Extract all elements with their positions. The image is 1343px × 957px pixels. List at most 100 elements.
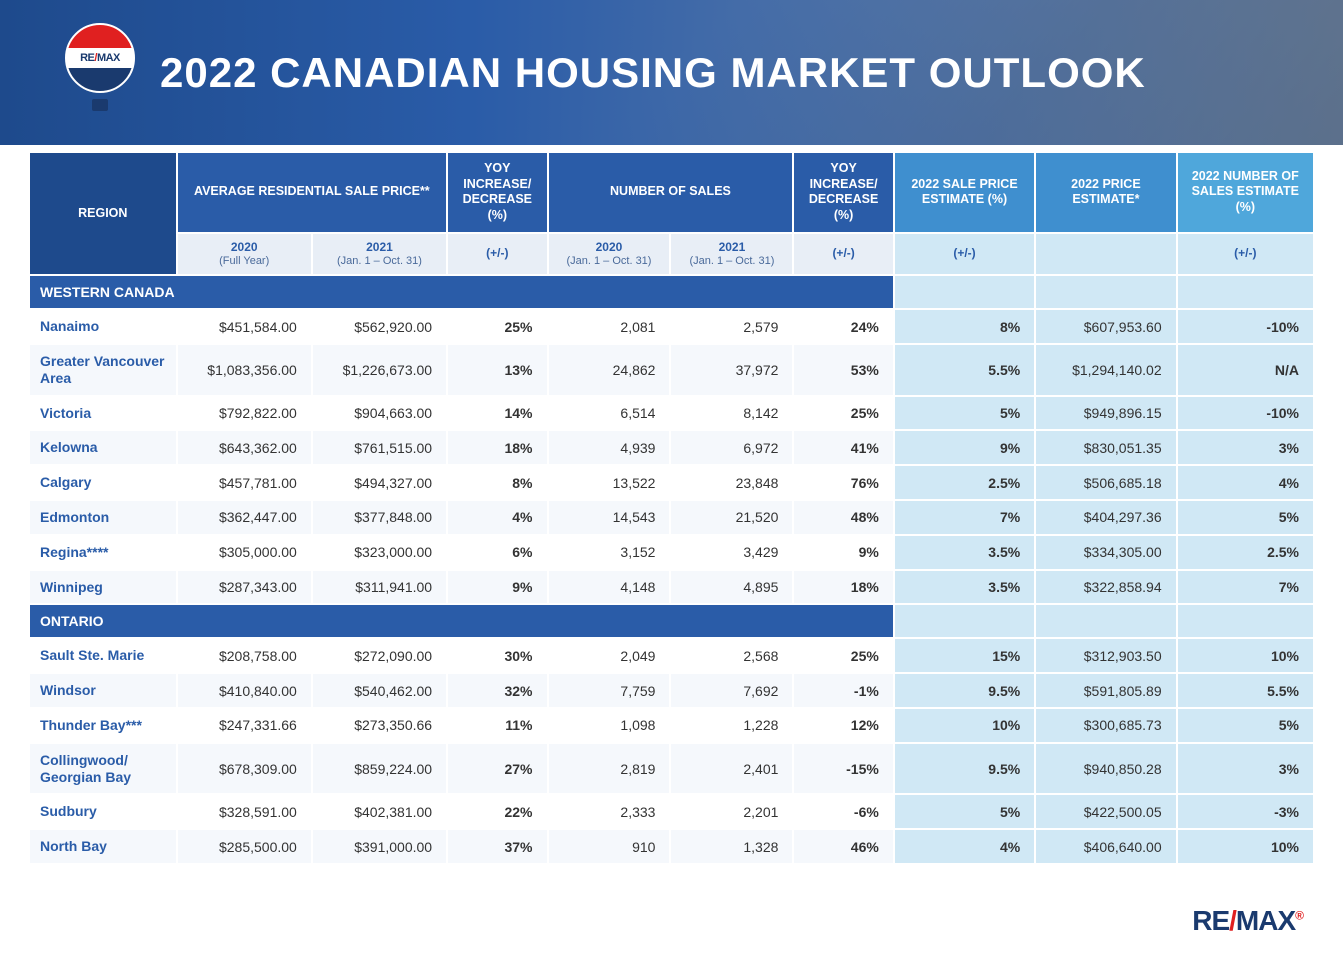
cell-est-price: $949,896.15	[1036, 397, 1175, 430]
cell-sales-2021: 21,520	[671, 501, 792, 534]
cell-est-sales-pct: 5.5%	[1178, 674, 1313, 707]
cell-est-price-pct: 4%	[895, 830, 1034, 863]
cell-est-price-pct: 9.5%	[895, 674, 1034, 707]
table-row: Greater Vancouver Area$1,083,356.00$1,22…	[30, 345, 1313, 395]
cell-price-2020: $287,343.00	[178, 571, 311, 604]
cell-region: Kelowna	[30, 431, 176, 464]
cell-est-sales-pct: N/A	[1178, 345, 1313, 395]
cell-price-2020: $285,500.00	[178, 830, 311, 863]
cell-sales-2020: 2,081	[549, 310, 670, 343]
cell-yoy-sales: 9%	[794, 536, 892, 569]
cell-est-price: $322,858.94	[1036, 571, 1175, 604]
cell-est-sales-pct: 5%	[1178, 501, 1313, 534]
cell-sales-2020: 1,098	[549, 709, 670, 742]
cell-price-2020: $208,758.00	[178, 639, 311, 672]
cell-est-price-pct: 3.5%	[895, 536, 1034, 569]
cell-est-sales-pct: 5%	[1178, 709, 1313, 742]
cell-yoy-price: 4%	[448, 501, 546, 534]
section-title: WESTERN CANADA	[30, 276, 893, 308]
section-spacer	[1178, 605, 1313, 637]
cell-region: Sault Ste. Marie	[30, 639, 176, 672]
cell-est-price: $422,500.05	[1036, 795, 1175, 828]
cell-est-price-pct: 15%	[895, 639, 1034, 672]
sub-yoy-sales: (+/-)	[794, 234, 892, 275]
cell-yoy-sales: 76%	[794, 466, 892, 499]
cell-sales-2021: 1,328	[671, 830, 792, 863]
cell-sales-2020: 2,819	[549, 744, 670, 794]
cell-sales-2020: 24,862	[549, 345, 670, 395]
section-spacer	[1036, 276, 1175, 308]
cell-est-sales-pct: -10%	[1178, 397, 1313, 430]
table-row: Nanaimo$451,584.00$562,920.0025%2,0812,5…	[30, 310, 1313, 343]
col-yoy-price: YOY INCREASE/ DECREASE (%)	[448, 153, 546, 232]
table-row: North Bay$285,500.00$391,000.0037%9101,3…	[30, 830, 1313, 863]
cell-est-price-pct: 9.5%	[895, 744, 1034, 794]
cell-yoy-sales: 25%	[794, 639, 892, 672]
section-spacer	[895, 605, 1034, 637]
cell-price-2020: $792,822.00	[178, 397, 311, 430]
remax-balloon-logo: RE/MAX	[60, 23, 140, 123]
cell-yoy-sales: 41%	[794, 431, 892, 464]
cell-yoy-price: 13%	[448, 345, 546, 395]
cell-yoy-price: 11%	[448, 709, 546, 742]
cell-est-sales-pct: 7%	[1178, 571, 1313, 604]
col-num-sales: NUMBER OF SALES	[549, 153, 793, 232]
sub-est3: (+/-)	[1178, 234, 1313, 275]
cell-yoy-sales: 53%	[794, 345, 892, 395]
sub-est2	[1036, 234, 1175, 275]
footer-logo-reg: ®	[1295, 909, 1303, 923]
cell-price-2020: $305,000.00	[178, 536, 311, 569]
col-avg-price: AVERAGE RESIDENTIAL SALE PRICE**	[178, 153, 447, 232]
table-row: Regina****$305,000.00$323,000.006%3,1523…	[30, 536, 1313, 569]
cell-sales-2021: 8,142	[671, 397, 792, 430]
table-row: Thunder Bay***$247,331.66$273,350.6611%1…	[30, 709, 1313, 742]
table-row: Sudbury$328,591.00$402,381.0022%2,3332,2…	[30, 795, 1313, 828]
cell-est-price-pct: 10%	[895, 709, 1034, 742]
logo-re: RE	[80, 52, 94, 64]
cell-est-price: $334,305.00	[1036, 536, 1175, 569]
section-spacer	[1178, 276, 1313, 308]
table-row: Calgary$457,781.00$494,327.008%13,52223,…	[30, 466, 1313, 499]
cell-sales-2021: 7,692	[671, 674, 792, 707]
cell-yoy-price: 32%	[448, 674, 546, 707]
cell-price-2021: $402,381.00	[313, 795, 446, 828]
cell-price-2020: $362,447.00	[178, 501, 311, 534]
table-row: Kelowna$643,362.00$761,515.0018%4,9396,9…	[30, 431, 1313, 464]
col-region: REGION	[30, 153, 176, 274]
cell-sales-2020: 13,522	[549, 466, 670, 499]
cell-price-2020: $328,591.00	[178, 795, 311, 828]
cell-region: Windsor	[30, 674, 176, 707]
cell-price-2021: $273,350.66	[313, 709, 446, 742]
cell-region: Thunder Bay***	[30, 709, 176, 742]
cell-price-2020: $457,781.00	[178, 466, 311, 499]
cell-est-price-pct: 9%	[895, 431, 1034, 464]
cell-region: Sudbury	[30, 795, 176, 828]
cell-yoy-sales: 24%	[794, 310, 892, 343]
cell-price-2021: $377,848.00	[313, 501, 446, 534]
balloon-basket	[92, 99, 108, 111]
cell-sales-2020: 3,152	[549, 536, 670, 569]
cell-sales-2020: 4,939	[549, 431, 670, 464]
sub-2020-sales: 2020(Jan. 1 – Oct. 31)	[549, 234, 670, 275]
sub-2020-price: 2020(Full Year)	[178, 234, 311, 275]
cell-est-price-pct: 3.5%	[895, 571, 1034, 604]
footer: RE/MAX®	[0, 885, 1343, 957]
cell-est-sales-pct: -3%	[1178, 795, 1313, 828]
cell-sales-2021: 37,972	[671, 345, 792, 395]
cell-price-2021: $859,224.00	[313, 744, 446, 794]
cell-price-2021: $761,515.00	[313, 431, 446, 464]
logo-max: MAX	[97, 52, 120, 64]
footer-logo-slash: /	[1229, 905, 1236, 936]
col-2022-sales-est: 2022 NUMBER OF SALES ESTIMATE (%)	[1178, 153, 1313, 232]
section-row: ONTARIO	[30, 605, 1313, 637]
cell-sales-2021: 23,848	[671, 466, 792, 499]
footer-logo: RE/MAX®	[1192, 905, 1303, 937]
table-row: Windsor$410,840.00$540,462.0032%7,7597,6…	[30, 674, 1313, 707]
cell-yoy-sales: 18%	[794, 571, 892, 604]
cell-price-2021: $1,226,673.00	[313, 345, 446, 395]
col-2022-price-pct: 2022 SALE PRICE ESTIMATE (%)	[895, 153, 1034, 232]
cell-price-2021: $272,090.00	[313, 639, 446, 672]
section-spacer	[1036, 605, 1175, 637]
cell-est-sales-pct: 10%	[1178, 830, 1313, 863]
cell-est-price-pct: 8%	[895, 310, 1034, 343]
